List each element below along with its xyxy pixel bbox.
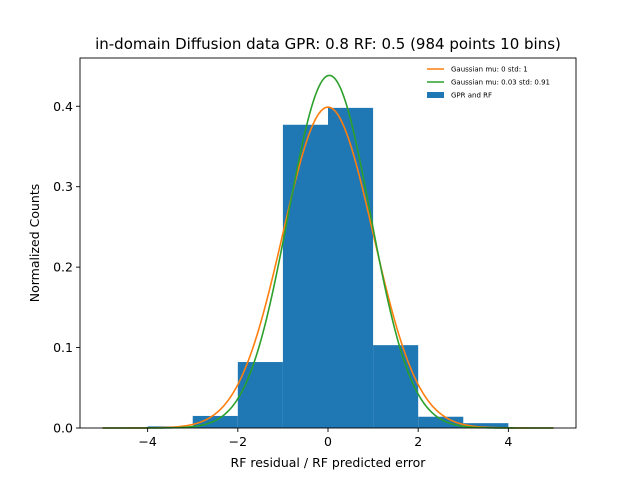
x-tick-label: −2 [229, 434, 247, 449]
legend-label-1: Gaussian mu: 0 std: 1 [451, 66, 528, 74]
y-tick-label: 0.2 [53, 260, 73, 275]
histogram-bar-3 [237, 362, 283, 428]
y-tick-label: 0.1 [53, 340, 73, 355]
y-tick-label: 0.4 [53, 99, 73, 114]
y-axis-ticks: 0.0 0.1 0.2 0.3 0.4 [53, 99, 80, 436]
histogram-bars [147, 107, 509, 429]
histogram-bar-4 [282, 124, 328, 429]
legend-swatch-histogram [427, 92, 444, 98]
x-tick-label: 0 [324, 434, 332, 449]
x-axis-label: RF residual / RF predicted error [231, 455, 427, 470]
x-tick-label: −4 [138, 434, 156, 449]
y-tick-label: 0.3 [53, 179, 73, 194]
histogram-bar-6 [373, 345, 419, 428]
y-tick-label: 0.0 [53, 421, 73, 436]
legend-label-2: Gaussian mu: 0.03 std: 0.91 [451, 79, 550, 87]
legend: Gaussian mu: 0 std: 1 Gaussian mu: 0.03 s… [427, 66, 550, 100]
chart-title: in-domain Diffusion data GPR: 0.8 RF: 0.… [95, 35, 561, 53]
histogram-bar-8 [463, 423, 509, 428]
x-tick-label: 4 [504, 434, 512, 449]
y-axis-label: Normalized Counts [27, 184, 42, 303]
histogram-bar-5 [328, 107, 374, 428]
x-tick-label: 2 [414, 434, 422, 449]
legend-label-histogram: GPR and RF [451, 92, 492, 100]
x-axis-ticks: −4 −2 0 2 4 [138, 428, 512, 449]
histogram-bar-7 [418, 416, 464, 428]
